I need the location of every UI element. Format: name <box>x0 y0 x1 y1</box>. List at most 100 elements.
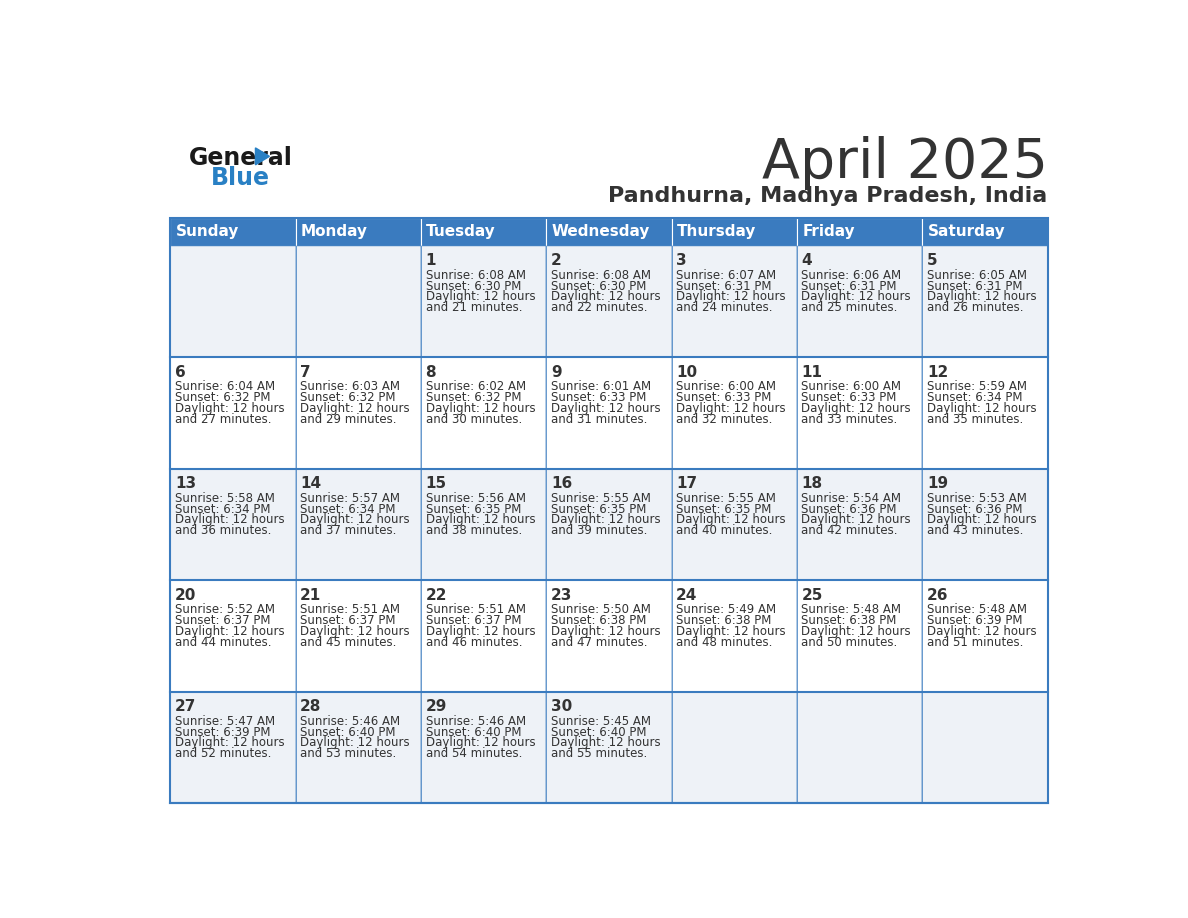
Text: and 36 minutes.: and 36 minutes. <box>175 524 271 537</box>
Text: Daylight: 12 hours: Daylight: 12 hours <box>676 513 785 526</box>
Text: Sunrise: 6:00 AM: Sunrise: 6:00 AM <box>676 380 776 393</box>
Text: Sunset: 6:30 PM: Sunset: 6:30 PM <box>551 280 646 293</box>
Text: and 35 minutes.: and 35 minutes. <box>927 412 1023 426</box>
Bar <box>671 580 797 691</box>
Text: Sunrise: 5:48 AM: Sunrise: 5:48 AM <box>802 603 902 616</box>
Text: Sunrise: 5:55 AM: Sunrise: 5:55 AM <box>676 492 776 505</box>
Text: Sunrise: 5:46 AM: Sunrise: 5:46 AM <box>301 715 400 728</box>
Text: Sunset: 6:36 PM: Sunset: 6:36 PM <box>802 502 897 516</box>
Text: 5: 5 <box>927 253 937 268</box>
Text: Sunset: 6:31 PM: Sunset: 6:31 PM <box>927 280 1023 293</box>
Text: Sunset: 6:34 PM: Sunset: 6:34 PM <box>175 502 271 516</box>
Text: 14: 14 <box>301 476 321 491</box>
Text: Friday: Friday <box>802 224 855 240</box>
Text: and 54 minutes.: and 54 minutes. <box>425 747 522 760</box>
Text: Daylight: 12 hours: Daylight: 12 hours <box>802 290 911 303</box>
Text: 3: 3 <box>676 253 687 268</box>
Text: Sunset: 6:35 PM: Sunset: 6:35 PM <box>551 502 646 516</box>
Text: Sunset: 6:37 PM: Sunset: 6:37 PM <box>175 614 271 627</box>
Text: and 45 minutes.: and 45 minutes. <box>301 635 397 649</box>
Text: Sunset: 6:33 PM: Sunset: 6:33 PM <box>551 391 646 404</box>
Text: Daylight: 12 hours: Daylight: 12 hours <box>301 513 410 526</box>
Text: Sunset: 6:32 PM: Sunset: 6:32 PM <box>425 391 522 404</box>
Text: Sunrise: 6:03 AM: Sunrise: 6:03 AM <box>301 380 400 393</box>
Text: Sunrise: 5:49 AM: Sunrise: 5:49 AM <box>676 603 776 616</box>
Bar <box>671 691 797 803</box>
Text: Sunrise: 6:08 AM: Sunrise: 6:08 AM <box>551 269 651 282</box>
Text: 7: 7 <box>301 364 311 380</box>
Text: and 46 minutes.: and 46 minutes. <box>425 635 522 649</box>
Text: 6: 6 <box>175 364 185 380</box>
Bar <box>421 691 546 803</box>
Text: and 30 minutes.: and 30 minutes. <box>425 412 522 426</box>
Text: 2: 2 <box>551 253 562 268</box>
Text: Daylight: 12 hours: Daylight: 12 hours <box>301 625 410 638</box>
Text: Saturday: Saturday <box>928 224 1005 240</box>
Bar <box>797 580 922 691</box>
Text: Daylight: 12 hours: Daylight: 12 hours <box>927 513 1036 526</box>
Text: 10: 10 <box>676 364 697 380</box>
Text: Daylight: 12 hours: Daylight: 12 hours <box>802 513 911 526</box>
Text: Sunset: 6:37 PM: Sunset: 6:37 PM <box>425 614 522 627</box>
Text: 26: 26 <box>927 588 948 603</box>
Text: Sunrise: 5:57 AM: Sunrise: 5:57 AM <box>301 492 400 505</box>
Text: Daylight: 12 hours: Daylight: 12 hours <box>175 402 284 415</box>
Text: Sunrise: 5:52 AM: Sunrise: 5:52 AM <box>175 603 274 616</box>
Text: Daylight: 12 hours: Daylight: 12 hours <box>927 402 1036 415</box>
Text: 21: 21 <box>301 588 322 603</box>
Text: Daylight: 12 hours: Daylight: 12 hours <box>301 402 410 415</box>
Text: and 32 minutes.: and 32 minutes. <box>676 412 772 426</box>
Text: Sunrise: 6:06 AM: Sunrise: 6:06 AM <box>802 269 902 282</box>
Bar <box>922 691 1048 803</box>
Text: Sunset: 6:31 PM: Sunset: 6:31 PM <box>802 280 897 293</box>
Text: 27: 27 <box>175 700 196 714</box>
Text: Sunrise: 5:53 AM: Sunrise: 5:53 AM <box>927 492 1026 505</box>
Bar <box>546 691 671 803</box>
Text: and 53 minutes.: and 53 minutes. <box>301 747 397 760</box>
Bar <box>421 357 546 469</box>
Text: Sunset: 6:40 PM: Sunset: 6:40 PM <box>301 725 396 739</box>
Text: and 24 minutes.: and 24 minutes. <box>676 301 772 314</box>
Text: and 50 minutes.: and 50 minutes. <box>802 635 898 649</box>
Bar <box>170 580 296 691</box>
Text: Sunset: 6:35 PM: Sunset: 6:35 PM <box>425 502 520 516</box>
Text: Tuesday: Tuesday <box>426 224 497 240</box>
Bar <box>546 218 671 246</box>
Bar <box>421 246 546 357</box>
Text: and 25 minutes.: and 25 minutes. <box>802 301 898 314</box>
Text: Sunrise: 5:48 AM: Sunrise: 5:48 AM <box>927 603 1026 616</box>
Text: and 51 minutes.: and 51 minutes. <box>927 635 1023 649</box>
Text: Sunset: 6:34 PM: Sunset: 6:34 PM <box>301 502 396 516</box>
Bar <box>922 357 1048 469</box>
Text: General: General <box>189 146 292 170</box>
Text: Sunrise: 5:47 AM: Sunrise: 5:47 AM <box>175 715 274 728</box>
Text: and 44 minutes.: and 44 minutes. <box>175 635 271 649</box>
Text: 17: 17 <box>676 476 697 491</box>
Text: Sunset: 6:34 PM: Sunset: 6:34 PM <box>927 391 1023 404</box>
Text: Pandhurna, Madhya Pradesh, India: Pandhurna, Madhya Pradesh, India <box>608 186 1048 207</box>
Bar <box>546 357 671 469</box>
Bar <box>170 218 1048 803</box>
Text: and 38 minutes.: and 38 minutes. <box>425 524 522 537</box>
Text: 1: 1 <box>425 253 436 268</box>
Text: Monday: Monday <box>301 224 368 240</box>
Bar <box>546 580 671 691</box>
Text: Daylight: 12 hours: Daylight: 12 hours <box>927 290 1036 303</box>
Text: 11: 11 <box>802 364 822 380</box>
Text: 24: 24 <box>676 588 697 603</box>
Text: and 55 minutes.: and 55 minutes. <box>551 747 647 760</box>
Text: Daylight: 12 hours: Daylight: 12 hours <box>802 625 911 638</box>
Text: 23: 23 <box>551 588 573 603</box>
Text: and 37 minutes.: and 37 minutes. <box>301 524 397 537</box>
Text: Daylight: 12 hours: Daylight: 12 hours <box>551 513 661 526</box>
Text: Sunrise: 5:55 AM: Sunrise: 5:55 AM <box>551 492 651 505</box>
Bar <box>421 469 546 580</box>
Text: Sunset: 6:30 PM: Sunset: 6:30 PM <box>425 280 520 293</box>
Text: Sunrise: 6:05 AM: Sunrise: 6:05 AM <box>927 269 1026 282</box>
Text: 16: 16 <box>551 476 573 491</box>
Bar <box>797 691 922 803</box>
Text: and 43 minutes.: and 43 minutes. <box>927 524 1023 537</box>
Bar <box>546 246 671 357</box>
Text: and 21 minutes.: and 21 minutes. <box>425 301 522 314</box>
Bar <box>170 691 296 803</box>
